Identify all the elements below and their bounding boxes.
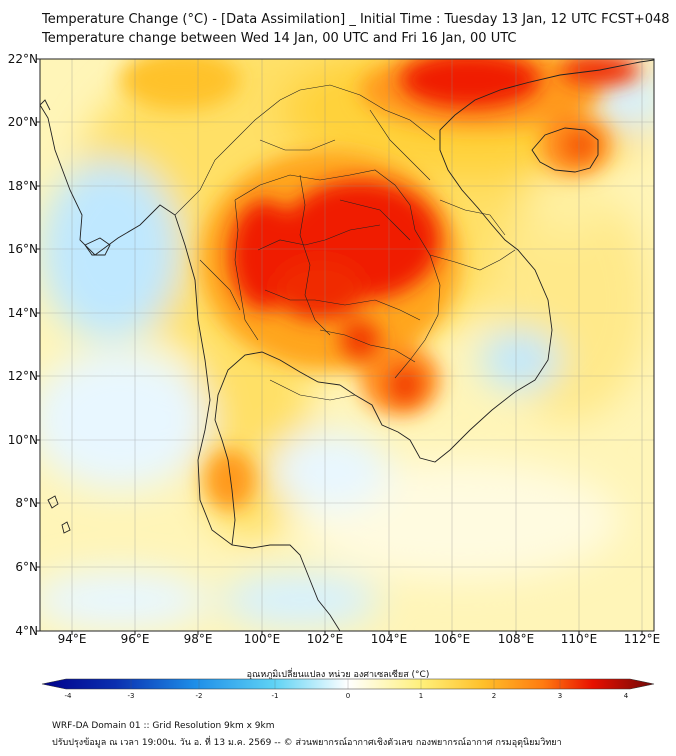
lon-label-102e: 102°E — [306, 632, 344, 646]
admin-borders — [174, 84, 516, 401]
lat-label-4n: 4°N — [15, 624, 38, 638]
colorbar-tick: -3 — [127, 692, 135, 700]
colorbar-tick: 0 — [345, 692, 351, 700]
graticule — [40, 59, 654, 631]
lat-label-18n: 18°N — [7, 179, 38, 193]
footer-model-info: WRF-DA Domain 01 :: Grid Resolution 9km … — [52, 721, 275, 731]
lon-label-94e: 94°E — [57, 632, 87, 646]
colorbar-tick: 1 — [418, 692, 424, 700]
lat-label-22n: 22°N — [7, 52, 38, 66]
lat-label-14n: 14°N — [7, 306, 38, 320]
footer-credit: ปรับปรุงข้อมูล ณ เวลา 19:00น. วัน อ. ที่… — [52, 738, 562, 748]
lat-label-8n: 8°N — [15, 496, 38, 510]
lon-label-108e: 108°E — [497, 632, 535, 646]
colorbar-tick: 3 — [557, 692, 563, 700]
lat-label-20n: 20°N — [7, 115, 38, 129]
lon-label-112e: 112°E — [623, 632, 661, 646]
lon-label-110e: 110°E — [560, 632, 598, 646]
lat-label-10n: 10°N — [7, 433, 38, 447]
colorbar-tick: -2 — [195, 692, 203, 700]
lat-label-16n: 16°N — [7, 242, 38, 256]
map-frame — [39, 58, 655, 632]
colorbar-label: อุณหภูมิเปลี่ยนแปลง หน่วย องศาเซลเซียส (… — [246, 670, 430, 680]
colorbar-tick: 4 — [623, 692, 629, 700]
colorbar-tick: -4 — [64, 692, 72, 700]
lon-label-100e: 100°E — [243, 632, 281, 646]
lat-label-12n: 12°N — [7, 369, 38, 383]
colorbar-tick: -1 — [271, 692, 279, 700]
temperature-field — [40, 59, 654, 631]
axis-ticks — [36, 58, 643, 635]
coastlines — [40, 59, 654, 631]
lon-label-96e: 96°E — [120, 632, 150, 646]
lat-label-6n: 6°N — [15, 560, 38, 574]
lon-label-106e: 106°E — [433, 632, 471, 646]
lon-label-104e: 104°E — [370, 632, 408, 646]
colorbar-tick: 2 — [491, 692, 497, 700]
map-title: Temperature Change (°C) - [Data Assimila… — [42, 12, 670, 27]
map-subtitle: Temperature change between Wed 14 Jan, 0… — [42, 31, 517, 46]
lon-label-98e: 98°E — [183, 632, 213, 646]
